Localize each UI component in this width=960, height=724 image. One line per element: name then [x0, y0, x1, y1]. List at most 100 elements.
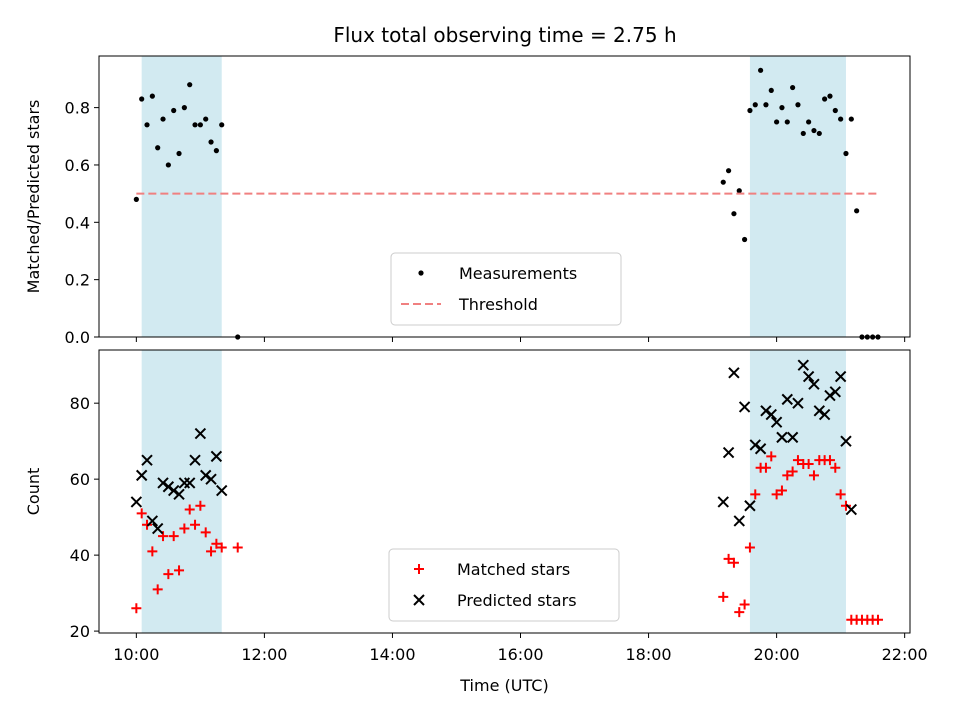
matched-stars-point	[744, 542, 755, 553]
measurement-point	[165, 162, 171, 168]
matched-stars-point	[718, 591, 729, 602]
matched-stars-point	[766, 451, 777, 462]
matched-stars-point	[792, 455, 803, 466]
y-tick-label: 0.2	[65, 271, 90, 290]
panel-1: 0.0 0.2 0.4 0.6 0.8 Matched/Predicted stars Me…	[24, 55, 911, 347]
measurement-point	[747, 107, 753, 114]
legend-label: Threshold	[458, 295, 538, 314]
measurement-point	[155, 145, 161, 151]
matched-stars-point	[835, 489, 846, 500]
predicted-stars-point	[829, 386, 842, 398]
predicted-stars-point	[754, 443, 767, 455]
predicted-stars-point	[200, 469, 212, 482]
predicted-stars-point	[194, 427, 207, 440]
predicted-stars-point	[157, 477, 169, 489]
measurement-point	[203, 116, 209, 122]
predicted-stars-point	[151, 522, 164, 535]
predicted-stars-point	[210, 450, 223, 463]
matched-stars-point	[776, 485, 787, 496]
predicted-stars-point	[797, 359, 809, 371]
measurement-point	[725, 168, 732, 174]
predicted-stars-point	[834, 370, 847, 383]
y-tick-label: 80	[70, 394, 90, 413]
measurement-point	[790, 84, 796, 91]
legend-box	[388, 548, 620, 622]
measurement-point	[176, 150, 182, 157]
y-tick-label: 60	[70, 470, 90, 489]
matched-stars-point	[723, 553, 734, 564]
predicted-stars-point	[744, 500, 756, 512]
measurement-point	[800, 130, 806, 137]
matched-stars-point	[232, 542, 243, 553]
predicted-stars-point	[162, 481, 175, 493]
predicted-stars-point	[776, 431, 788, 444]
measurement-point	[213, 148, 219, 154]
y-axis-label: Matched/Predicted stars	[24, 100, 43, 294]
measurement-point	[848, 116, 854, 122]
predicted-stars-point	[167, 484, 180, 497]
measurement-point	[139, 96, 145, 102]
matched-stars-point	[190, 519, 201, 530]
y-tick-label: 40	[70, 546, 90, 565]
predicted-stars-point	[840, 435, 852, 447]
matched-stars-point	[739, 599, 750, 610]
legend-marker-matched	[414, 564, 424, 574]
predicted-stars-point	[189, 454, 201, 466]
measurement-point	[816, 130, 822, 137]
matched-stars-point	[803, 458, 814, 469]
predicted-stars-point	[749, 439, 761, 451]
matched-stars-point	[152, 584, 163, 595]
y-tick-label: 0.0	[65, 328, 90, 347]
observing-window-2	[749, 350, 846, 633]
predicted-stars-point	[146, 515, 159, 527]
matched-stars-point	[142, 519, 153, 530]
legend: Matched stars Predicted stars	[388, 548, 620, 622]
measurement-point	[736, 188, 742, 194]
measurement-point	[208, 139, 214, 145]
measurement-point	[752, 102, 758, 108]
matched-stars-point	[206, 546, 217, 557]
measurement-point	[811, 127, 817, 134]
predicted-stars-point	[781, 393, 793, 406]
y-tick-label: 0.8	[65, 99, 90, 118]
predicted-stars-point	[135, 469, 148, 482]
measurement-point	[827, 93, 833, 99]
predicted-stars-point	[173, 488, 185, 501]
measurement-point	[795, 102, 801, 108]
legend-marker-predicted	[413, 594, 425, 606]
legend-label: Predicted stars	[457, 591, 577, 610]
matched-stars-point	[174, 565, 185, 576]
matched-stars-point	[136, 508, 147, 519]
matched-stars-point	[830, 462, 841, 473]
matched-stars-point	[824, 455, 835, 466]
measurement-point	[779, 105, 785, 111]
x-axis-label: Time (UTC)	[459, 676, 548, 695]
plot-frame	[98, 349, 911, 634]
panel-2: 20 40 60 80 10:00 12:00 14:00 16:00 18:00 20:00 22…	[24, 349, 928, 695]
measurement-point	[187, 82, 193, 88]
predicted-stars-point	[818, 408, 831, 421]
y-tick-label: 20	[70, 622, 90, 641]
measurement-point	[832, 107, 838, 114]
measurement-point	[843, 150, 849, 157]
legend-box	[390, 252, 622, 326]
predicted-stars-point	[205, 473, 217, 485]
legend: Measurements Threshold	[390, 252, 622, 326]
predicted-stars-point	[770, 416, 783, 428]
x-tick-label: 16:00	[497, 645, 543, 664]
matched-stars-point	[184, 504, 195, 515]
matched-stars-point	[168, 531, 179, 542]
matched-stars-point	[771, 489, 782, 500]
measurement-point	[149, 93, 155, 99]
predicted-stars-point	[738, 401, 751, 413]
measurement-point	[197, 122, 203, 128]
matched-stars-point	[216, 542, 227, 553]
measurement-point	[854, 208, 860, 214]
x-tick-label: 14:00	[369, 645, 415, 664]
predicted-stars-point	[813, 405, 826, 417]
matched-stars-point	[872, 614, 883, 625]
predicted-stars-point	[786, 431, 799, 444]
predicted-stars-point	[808, 378, 820, 390]
predicted-stars-point	[802, 370, 815, 383]
